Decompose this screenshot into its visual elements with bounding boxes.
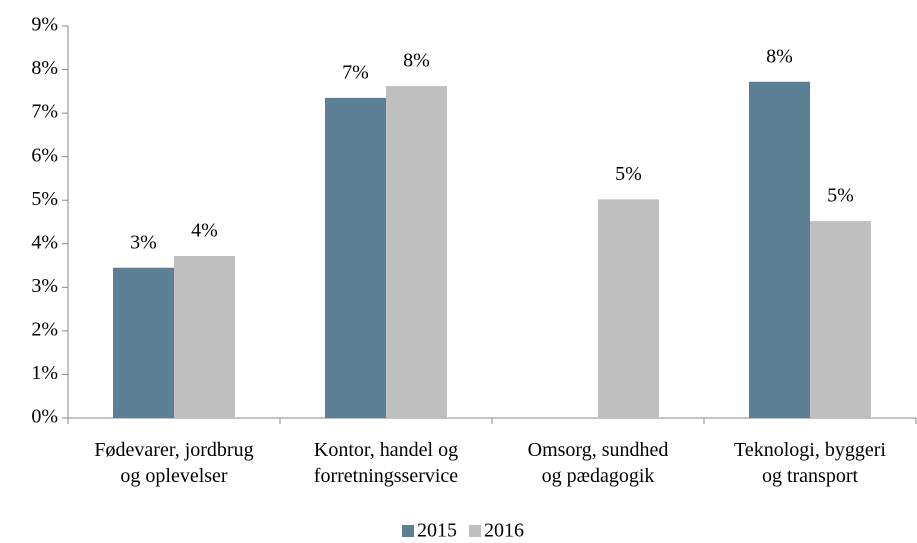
bar [174, 255, 235, 418]
y-tick-label: 2% [31, 318, 58, 340]
x-tick-label: Teknologi, byggeri og transport [734, 439, 886, 487]
value-label: 5% [827, 185, 854, 207]
legend-label: 2015 [417, 520, 457, 542]
legend-label: 2016 [484, 520, 524, 542]
x-tick-label: Kontor, handel og forretningsservice [314, 439, 459, 487]
y-tick-label: 5% [31, 188, 58, 210]
value-label: 7% [342, 61, 369, 83]
x-tick-label: Omsorg, sundhed og pædagogik [528, 439, 669, 487]
y-tick-label: 7% [31, 101, 58, 123]
legend-swatch [469, 525, 481, 537]
bar [113, 267, 174, 418]
y-tick-label: 6% [31, 144, 58, 166]
value-label: 4% [191, 220, 218, 242]
value-label: 8% [403, 50, 430, 72]
value-label: 5% [615, 163, 642, 185]
bar [749, 81, 810, 419]
legend-swatch [402, 525, 414, 537]
y-tick-label: 9% [31, 14, 58, 36]
y-tick-label: 1% [31, 362, 58, 384]
y-tick-label: 4% [31, 231, 58, 253]
x-tick-label: Fødevarer, jordbrug og oplevelser [94, 439, 253, 487]
value-label: 3% [130, 231, 157, 253]
value-label: 8% [766, 45, 793, 67]
bar [386, 86, 447, 419]
bar [325, 97, 386, 418]
bar [598, 199, 659, 418]
bar [810, 221, 871, 418]
y-tick-label: 0% [31, 406, 58, 428]
y-tick-label: 8% [31, 57, 58, 79]
y-tick-label: 3% [31, 275, 58, 297]
